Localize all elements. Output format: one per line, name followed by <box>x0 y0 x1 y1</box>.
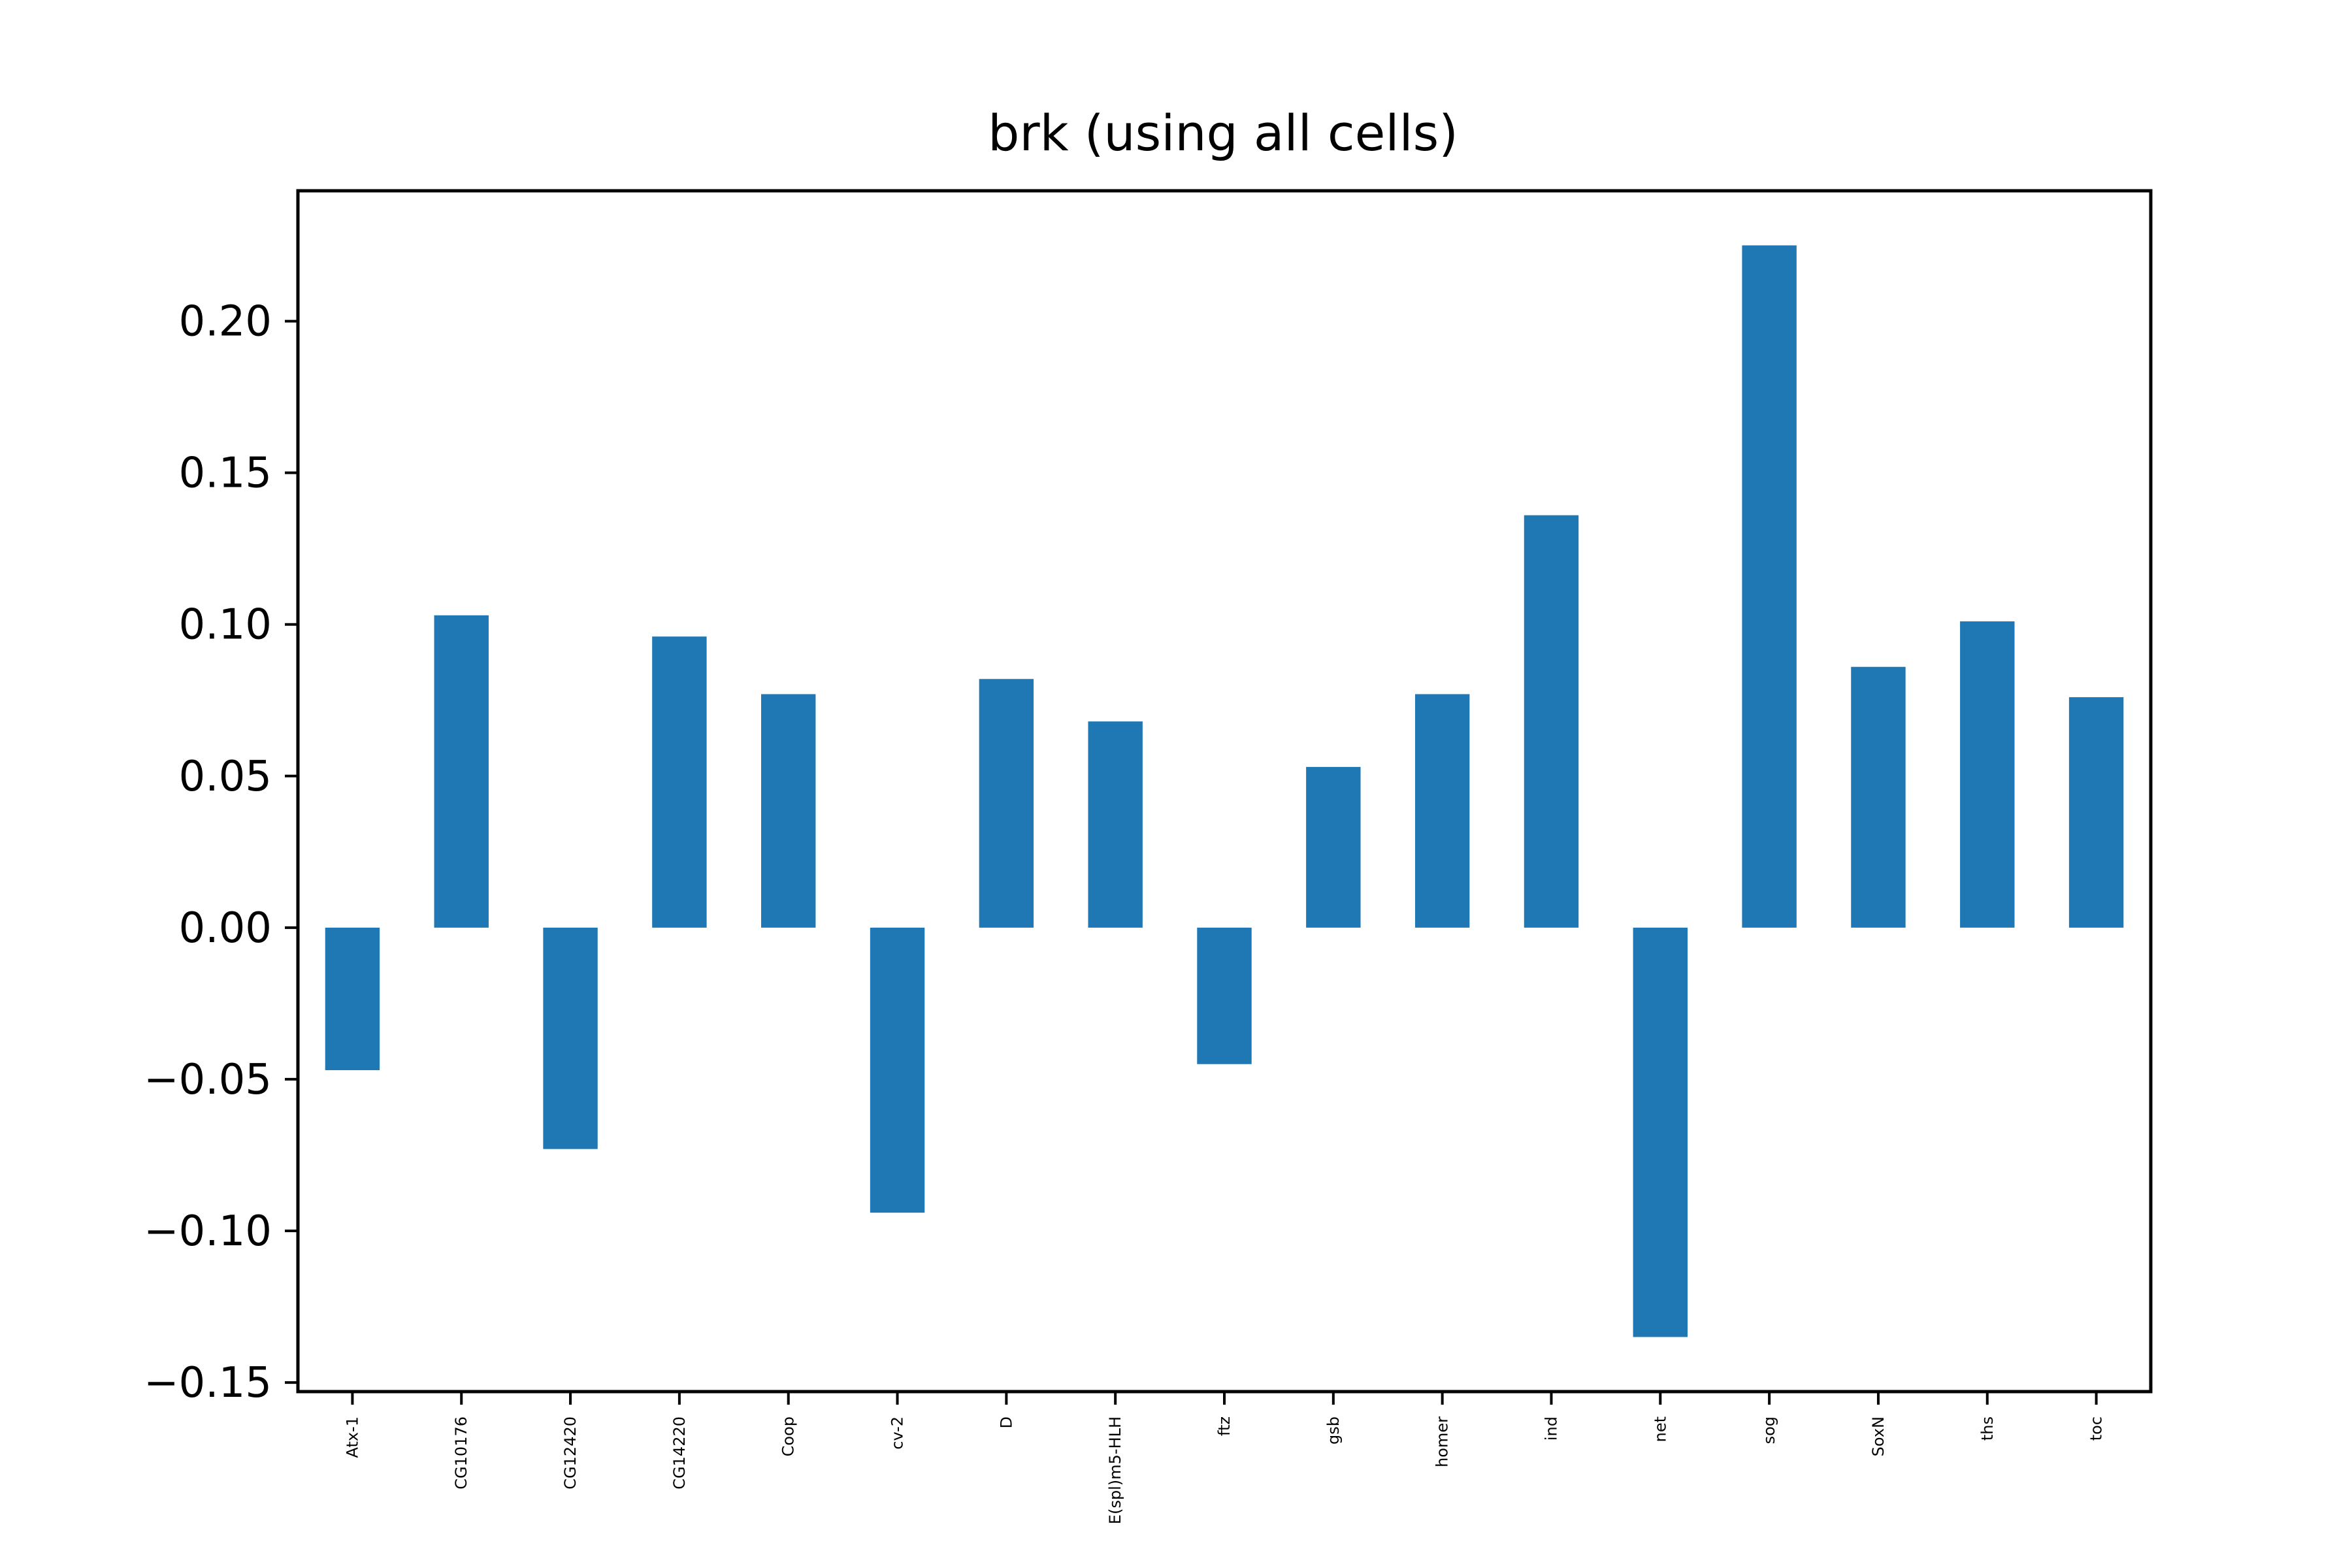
x-tick-label: CG10176 <box>452 1416 470 1490</box>
bar-CG10176 <box>434 615 489 928</box>
y-axis: −0.15 −0.10 −0.05 0.00 0.05 0.10 0.15 0.20 <box>144 298 298 1407</box>
x-tick-label: CG12420 <box>561 1416 580 1490</box>
x-tick-label: Atx-1 <box>343 1416 361 1458</box>
bars-layer <box>325 245 2124 1337</box>
bar-SoxN <box>1851 666 1906 928</box>
bar-ftz <box>1197 927 1252 1064</box>
x-tick-label: ind <box>1542 1416 1560 1441</box>
bar-cv-2 <box>870 927 925 1213</box>
plot-frame <box>296 189 2153 1394</box>
bar-toc <box>2068 697 2124 928</box>
x-tick-label: Coop <box>779 1416 798 1456</box>
bar-ths <box>1960 621 2015 928</box>
y-tick-label: −0.15 <box>144 1359 272 1407</box>
bar-CG12420 <box>543 927 598 1149</box>
x-tick-label: CG14220 <box>670 1416 689 1490</box>
x-tick-label: ths <box>1978 1416 1997 1441</box>
bar-net <box>1633 927 1688 1337</box>
x-tick-label: toc <box>2087 1416 2106 1441</box>
x-tick-label: sog <box>1760 1416 1778 1444</box>
x-tick-label: cv-2 <box>889 1416 907 1450</box>
y-tick-label: −0.10 <box>144 1207 272 1256</box>
x-tick-label: SoxN <box>1869 1416 1887 1456</box>
bar-sog <box>1742 245 1797 928</box>
x-tick-label: homer <box>1433 1416 1452 1467</box>
bar-D <box>979 679 1034 928</box>
x-tick-label: D <box>997 1416 1015 1428</box>
bar-Atx-1 <box>325 927 380 1071</box>
x-tick-label: gsb <box>1324 1416 1343 1445</box>
bar-Coop <box>761 694 816 928</box>
y-tick-label: −0.05 <box>144 1056 272 1104</box>
y-tick-label: 0.20 <box>179 298 272 346</box>
bar-ind <box>1524 515 1579 928</box>
bar-homer <box>1414 694 1470 928</box>
y-tick-label: 0.05 <box>179 753 272 801</box>
x-axis: Atx-1 CG10176 CG12420 CG14220 Coop cv-2 D E(spl… <box>343 1392 2106 1524</box>
chart-title: brk (using all cells) <box>988 104 1458 162</box>
bar-E(spl)m5-HLH <box>1088 721 1143 928</box>
bar-gsb <box>1306 766 1361 928</box>
y-tick-label: 0.15 <box>179 449 272 498</box>
x-tick-label: net <box>1651 1416 1669 1442</box>
y-tick-label: 0.00 <box>179 904 272 953</box>
x-tick-label: ftz <box>1215 1416 1233 1436</box>
bar-CG14220 <box>652 636 707 928</box>
y-tick-label: 0.10 <box>179 601 272 649</box>
x-tick-label: E(spl)m5-HLH <box>1106 1416 1124 1524</box>
